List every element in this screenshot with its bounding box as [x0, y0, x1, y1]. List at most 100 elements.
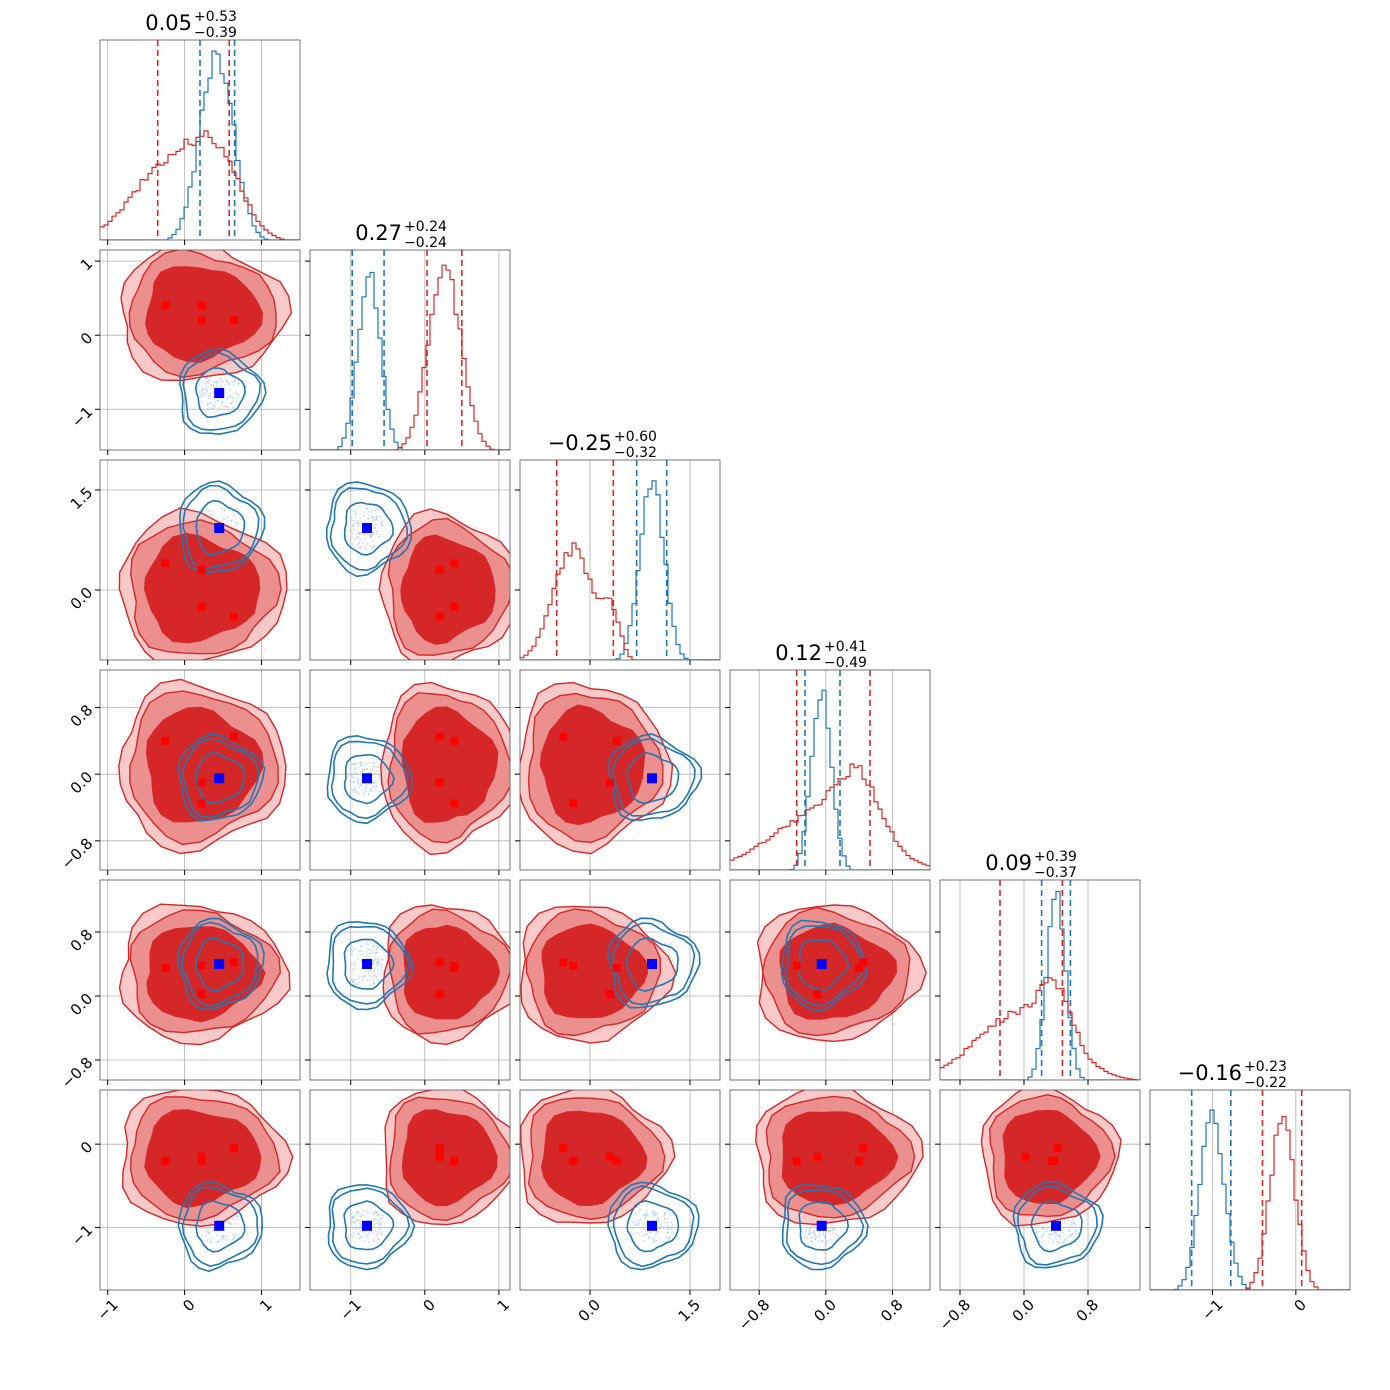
scatter-point	[233, 401, 235, 404]
scatter-point	[369, 788, 372, 790]
contour-blue-line	[195, 499, 246, 556]
scatter-point	[1038, 1230, 1041, 1233]
contour-panel-4-2	[309, 669, 511, 871]
scatter-point	[226, 1220, 229, 1223]
scatter-point	[1070, 1224, 1073, 1226]
scatter-point	[373, 974, 376, 977]
scatter-point	[372, 976, 375, 979]
hist-red-step	[310, 264, 510, 450]
scatter-point	[357, 1233, 359, 1236]
scatter-point	[1066, 1240, 1069, 1243]
y-tick-label: 0.0	[67, 768, 97, 798]
contour-blue-line	[326, 920, 414, 1011]
scatter-point	[217, 407, 220, 410]
scatter-point	[369, 536, 371, 539]
scatter-point	[374, 946, 377, 949]
scatter-point	[378, 791, 381, 793]
scatter-point	[669, 1237, 671, 1240]
scatter-point	[357, 784, 359, 787]
scatter-point	[658, 1236, 661, 1238]
x-tick-label: 0	[419, 1296, 438, 1315]
scatter-point	[1073, 1224, 1075, 1226]
scatter-point	[664, 949, 667, 952]
marker-red	[229, 958, 238, 967]
marker-red	[161, 559, 170, 568]
scatter-point	[231, 395, 234, 398]
scatter-point	[350, 1222, 353, 1225]
scatter-point	[350, 529, 353, 531]
scatter-point	[666, 1225, 669, 1228]
scatter-point	[364, 511, 366, 513]
scatter-point	[208, 380, 211, 382]
scatter-point	[375, 958, 377, 961]
panel-frame	[1149, 1089, 1351, 1291]
scatter-point	[377, 1219, 380, 1222]
scatter-point	[378, 764, 381, 767]
scatter-point	[367, 971, 370, 973]
scatter-point	[371, 532, 374, 535]
scatter-point	[370, 1210, 373, 1212]
scatter-point	[351, 790, 353, 793]
contour-blue-line	[178, 347, 267, 436]
scatter-point	[374, 526, 377, 529]
panel-title-minus: −0.22	[1244, 1075, 1287, 1091]
scatter-point	[238, 382, 241, 385]
scatter-point	[354, 983, 357, 985]
scatter-point	[670, 790, 672, 792]
y-tick-label: 0.0	[67, 990, 97, 1020]
scatter-point	[361, 1213, 364, 1216]
scatter-point	[232, 384, 235, 386]
x-tick-label: 0.8	[877, 1296, 907, 1326]
scatter-point	[214, 401, 217, 404]
contour-blue-line	[327, 1184, 416, 1271]
scatter-point	[381, 1217, 383, 1219]
scatter-point	[212, 1230, 214, 1232]
scatter-point	[633, 837, 635, 840]
scatter-point	[351, 963, 353, 966]
scatter-point	[370, 782, 373, 785]
scatter-point	[375, 533, 378, 535]
scatter-point	[235, 524, 238, 527]
scatter-point	[206, 1240, 209, 1242]
scatter-point	[237, 522, 240, 525]
scatter-point	[376, 788, 378, 791]
scatter-point	[834, 1233, 837, 1235]
scatter-point	[648, 1231, 651, 1234]
x-tick-label: 1	[494, 1296, 513, 1315]
scatter-point	[1059, 1237, 1062, 1240]
scatter-point	[133, 717, 136, 720]
scatter-point	[1046, 1229, 1048, 1231]
scatter-point	[359, 1236, 362, 1239]
scatter-point	[364, 787, 367, 789]
hist-panel-5: 0.09 +0.39−0.37	[939, 849, 1141, 1081]
x-tick-label: −1	[1198, 1296, 1226, 1324]
scatter-point	[665, 1211, 668, 1213]
marker-red	[813, 1152, 822, 1161]
scatter-point	[1056, 1235, 1059, 1238]
marker-blue	[362, 959, 372, 969]
scatter-point	[632, 1221, 635, 1224]
y-tick-label: −0.8	[58, 1054, 96, 1092]
scatter-point	[1035, 1231, 1038, 1234]
scatter-point	[360, 1226, 363, 1228]
scatter-point	[219, 506, 222, 509]
scatter-point	[375, 948, 378, 951]
scatter-point	[367, 943, 369, 946]
scatter-point	[378, 1223, 381, 1226]
scatter-point	[376, 509, 379, 512]
scatter-point	[356, 532, 359, 535]
scatter-point	[357, 983, 359, 985]
scatter-point	[226, 1235, 229, 1238]
contour-panel-6-4	[729, 1089, 931, 1291]
scatter-point	[1052, 1241, 1054, 1244]
scatter-point	[660, 1226, 663, 1229]
contour-blue-line	[626, 1199, 680, 1253]
marker-blue	[214, 388, 225, 398]
scatter-point	[224, 509, 226, 512]
scatter-point	[355, 790, 357, 793]
marker-red	[450, 602, 459, 611]
scatter-point	[372, 1239, 375, 1242]
scatter-point	[205, 377, 208, 379]
x-tick-label: −1	[93, 1296, 121, 1324]
scatter-point	[231, 1218, 234, 1221]
